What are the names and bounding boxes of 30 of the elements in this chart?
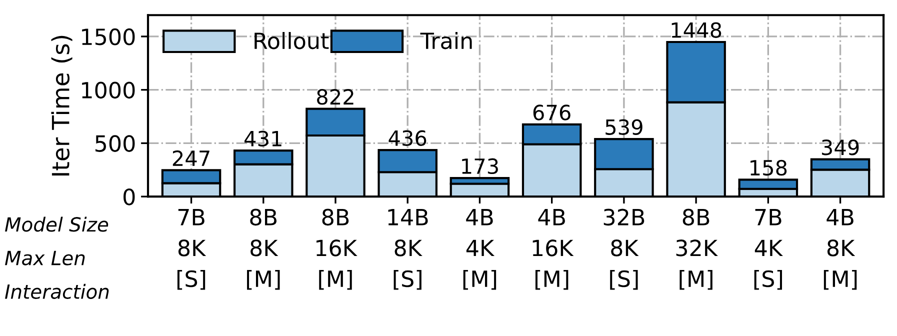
total-label: 431 (244, 130, 282, 147)
legend-label: Train (420, 32, 472, 50)
x-tick-label: 8B 16K [M] (316, 208, 358, 290)
x-tick-label: 8B 8K [M] (247, 208, 280, 290)
total-label: 173 (462, 158, 498, 174)
y-tick-label: 0 (124, 188, 135, 206)
y-tick-label: 500 (96, 135, 135, 152)
total-label: 158 (750, 160, 787, 176)
y-tick-label: 1000 (82, 82, 135, 99)
total-label: 436 (388, 130, 426, 146)
x-tick-label: 7B 4K [S] (754, 209, 783, 290)
total-label: 822 (317, 89, 354, 105)
total-label: 539 (606, 119, 642, 135)
x-tick-label: 7B 8K [S] (177, 209, 206, 290)
x-tick-label: 4B 4K [M] (463, 209, 496, 290)
y-tick-label: 1500 (82, 28, 135, 46)
x-tick-label: 4B 8K [M] (824, 209, 857, 290)
total-label: 349 (822, 140, 859, 156)
total-label: 1448 (672, 22, 722, 38)
total-label: 247 (172, 150, 210, 166)
total-label: 676 (533, 104, 570, 120)
x-tick-label: 14B 8K [S] (388, 209, 428, 290)
x-tick-label: 8B 32K [M] (676, 208, 718, 290)
text: Max Len (5, 250, 85, 266)
text: Model Size (5, 216, 108, 232)
x-tick-label: 32B 8K [S] (604, 208, 644, 290)
x-tick-label: 4B 16K [M] (532, 209, 574, 290)
y-axis-title: Iter Time (s) (51, 36, 72, 176)
text: Interaction (5, 284, 109, 299)
legend-label: Rollout (254, 32, 329, 50)
